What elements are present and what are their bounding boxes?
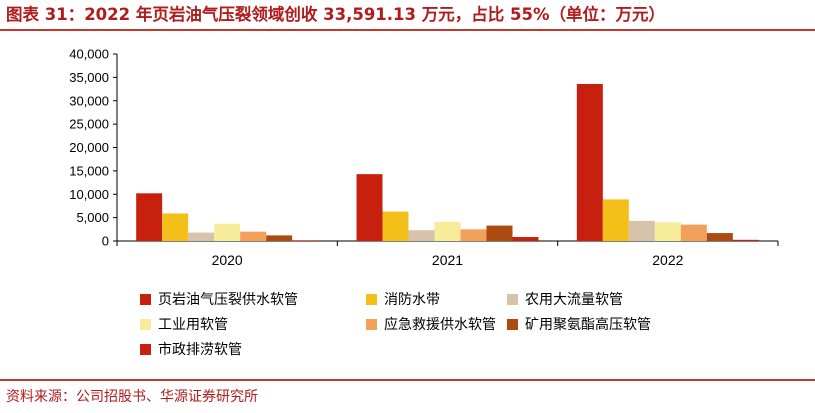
legend-item: 市政排涝软管 (140, 340, 242, 358)
legend-label: 消防水带 (384, 292, 440, 308)
bar (460, 229, 487, 241)
bar (434, 221, 461, 241)
bar (162, 213, 189, 241)
bar (576, 83, 603, 241)
legend-swatch (507, 293, 518, 305)
source-note: 资料来源：公司招股书、华源证券研究所 (6, 389, 258, 405)
bar (266, 235, 293, 241)
legend-item: 应急救援供水软管 (366, 315, 496, 333)
bar (382, 211, 409, 241)
y-tick-label: 15,000 (69, 163, 109, 178)
bars (136, 83, 759, 241)
bar (408, 230, 435, 241)
legend-item: 工业用软管 (140, 315, 228, 333)
bar (136, 193, 163, 241)
bar (188, 232, 215, 241)
bar (732, 239, 759, 241)
legend-item: 矿用聚氨酯高压软管 (507, 315, 651, 333)
x-category-label: 2022 (652, 252, 683, 268)
bar (680, 224, 707, 241)
axis-labels: 0 5,000 10,000 15,000 20,000 25,000 30,000 35,0… (69, 47, 683, 269)
y-tick-label: 0 (102, 234, 109, 249)
bar (602, 199, 629, 241)
legend-item: 页岩油气压裂供水软管 (140, 290, 298, 308)
bar (512, 237, 539, 241)
y-tick-label: 25,000 (69, 117, 109, 132)
y-tick-label: 10,000 (69, 187, 109, 202)
legend-item: 消防水带 (366, 290, 440, 308)
legend-label: 市政排涝软管 (158, 342, 242, 358)
legend-swatch (507, 318, 518, 330)
legend-label: 应急救援供水软管 (384, 317, 496, 333)
axes (113, 53, 779, 246)
y-tick-label: 35,000 (69, 70, 109, 85)
bar (292, 240, 319, 241)
legend-label: 矿用聚氨酯高压软管 (525, 317, 651, 333)
bar (356, 174, 383, 241)
x-category-label: 2020 (212, 252, 243, 268)
y-tick-label: 20,000 (69, 140, 109, 155)
legend-swatch (140, 318, 151, 330)
y-tick-label: 40,000 (69, 47, 109, 62)
y-tick-label: 5,000 (76, 210, 109, 225)
legend-swatch (140, 293, 151, 305)
bar (240, 231, 267, 241)
legend-swatch (366, 318, 377, 330)
legend-label: 页岩油气压裂供水软管 (158, 292, 298, 308)
legend-label: 农用大流量软管 (525, 292, 623, 308)
bar-chart: 0 5,000 10,000 15,000 20,000 25,000 30,000 35,0… (69, 47, 779, 269)
x-category-label: 2021 (432, 252, 463, 268)
legend-swatch (140, 343, 151, 355)
legend-swatch (366, 293, 377, 305)
bar (628, 220, 655, 241)
legend-item: 农用大流量软管 (507, 290, 623, 308)
legend-label: 工业用软管 (158, 317, 228, 333)
bar (654, 222, 681, 241)
chart-title: 图表 31：2022 年页岩油气压裂领域创收 33,591.13 万元，占比 5… (6, 5, 666, 24)
title-divider (0, 29, 815, 31)
bar (486, 225, 513, 241)
source-divider (0, 379, 815, 381)
bar (214, 223, 241, 241)
bar (706, 233, 733, 241)
y-tick-label: 30,000 (69, 93, 109, 108)
